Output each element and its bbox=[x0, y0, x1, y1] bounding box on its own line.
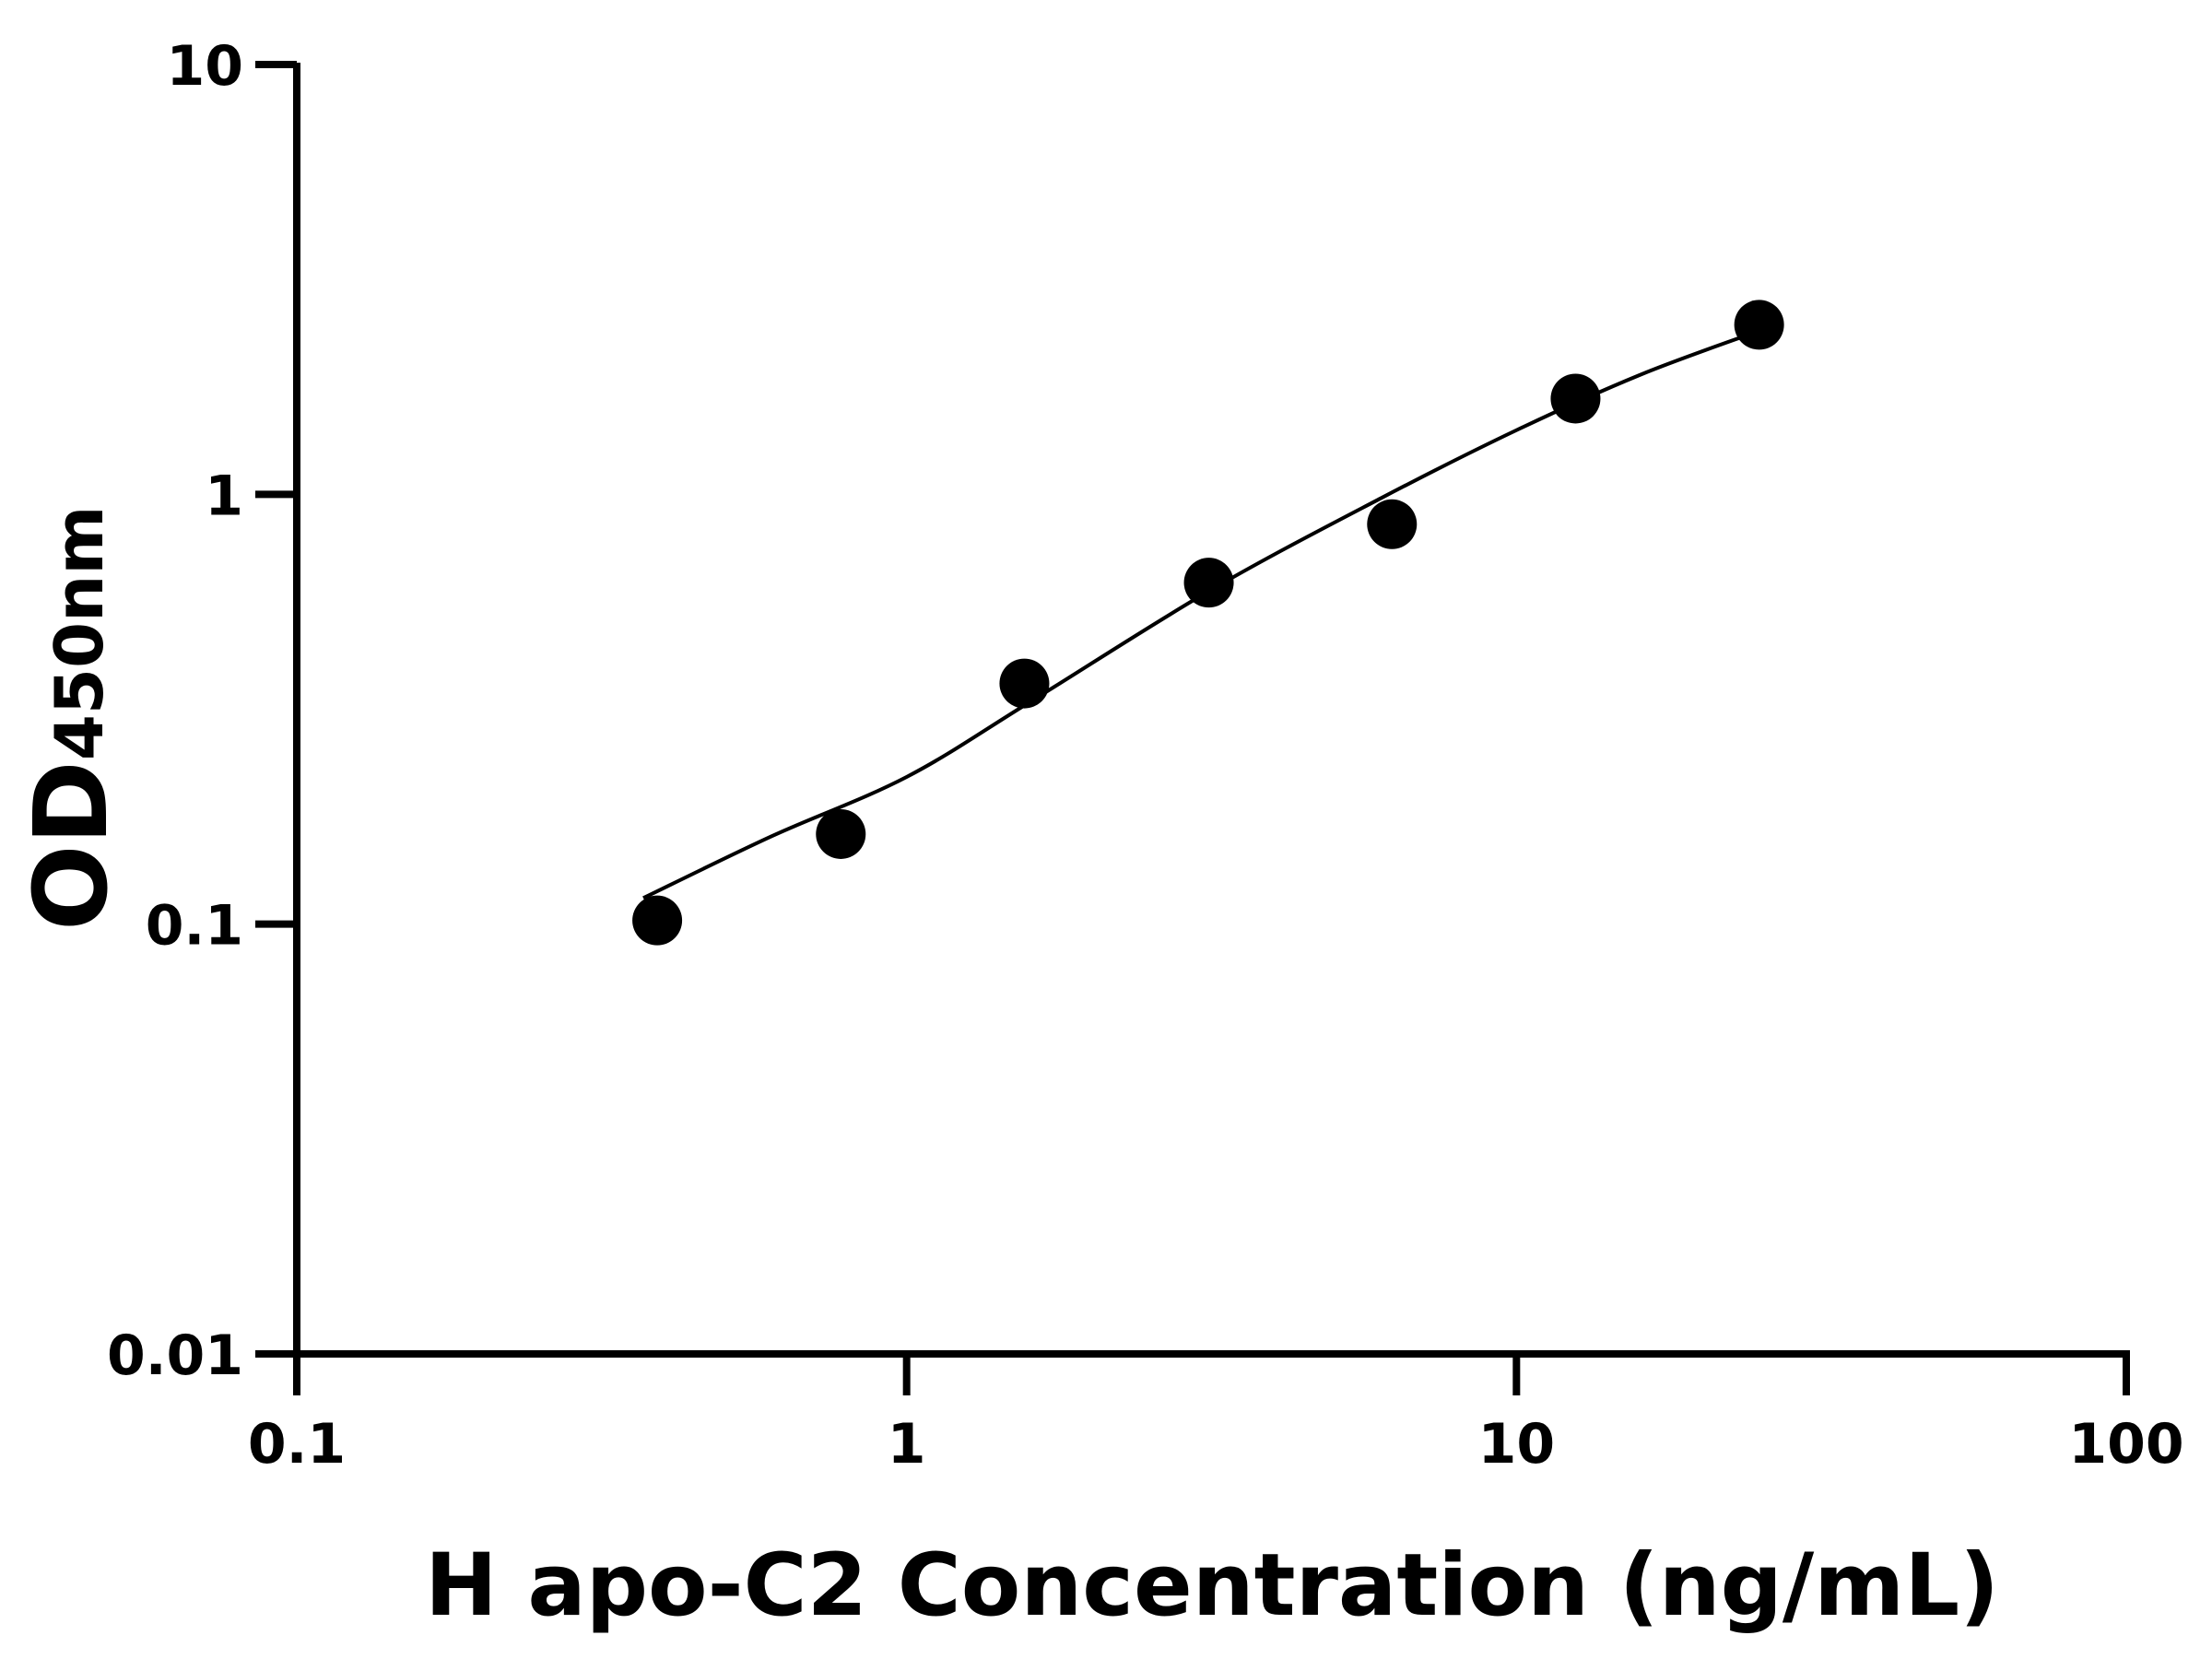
data-point bbox=[816, 808, 866, 859]
y-tick-label: 1 bbox=[205, 464, 243, 528]
x-tick-label: 0.1 bbox=[248, 1412, 346, 1477]
data-point bbox=[632, 895, 683, 946]
data-point bbox=[1550, 373, 1601, 424]
y-tick-label: 0.01 bbox=[107, 1324, 243, 1388]
data-point bbox=[1183, 558, 1234, 608]
y-tick-label: 10 bbox=[167, 34, 244, 99]
y-tick-label: 0.1 bbox=[146, 894, 243, 959]
x-axis-label: H apo-C2 Concentration (ng/mL) bbox=[425, 1535, 1999, 1636]
data-points bbox=[632, 300, 1784, 946]
data-point bbox=[1734, 300, 1784, 350]
axes bbox=[293, 63, 2130, 1358]
x-tick-label: 1 bbox=[888, 1412, 926, 1477]
x-tick-label: 100 bbox=[2068, 1412, 2183, 1477]
y-axis-label: OD450nm bbox=[12, 506, 130, 931]
data-point bbox=[999, 658, 1050, 709]
y-axis-label-sub: 450nm bbox=[41, 506, 118, 761]
y-axis-label-main: OD bbox=[12, 760, 130, 931]
data-point bbox=[1367, 499, 1418, 549]
x-tick-label: 10 bbox=[1478, 1412, 1556, 1477]
